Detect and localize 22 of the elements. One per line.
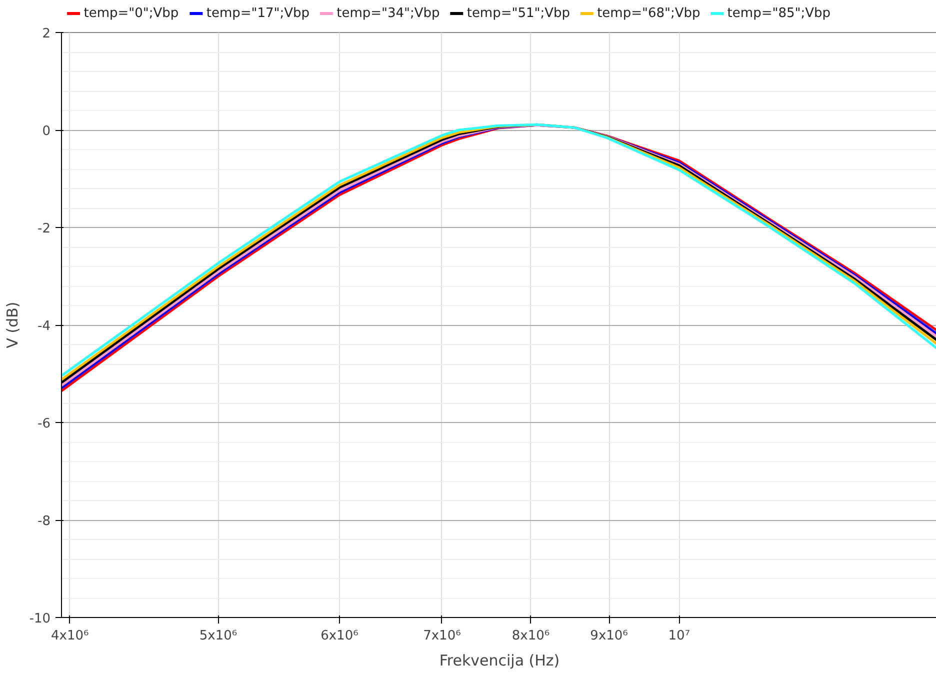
y-tick-label: -8 (38, 514, 51, 529)
y-tick-label: -6 (38, 416, 51, 432)
x-tick-label: 6x10⁶ (320, 628, 358, 644)
legend-label: temp="0";Vbp (84, 6, 179, 21)
legend-label: temp="34";Vbp (336, 6, 440, 21)
y-tick-label: -2 (38, 222, 51, 236)
y-tick-label: -10 (29, 612, 50, 626)
y-tick-label: -4 (38, 319, 51, 334)
x-tick-label: 7x10⁶ (423, 628, 461, 644)
legend-label: temp="68";Vbp (597, 6, 700, 21)
x-tick-label: 4x10⁶ (51, 628, 89, 644)
x-axis-title: Frekvencija (Hz) (439, 652, 560, 670)
legend-label: temp="51";Vbp (466, 6, 570, 21)
y-axis-title: V (dB) (3, 302, 22, 348)
legend-label: temp="85";Vbp (727, 6, 830, 21)
y-tick-label: 0 (42, 124, 51, 139)
y-tick-label: 2 (42, 26, 51, 42)
x-tick-label: 5x10⁶ (199, 628, 238, 644)
x-tick-label: 8x10⁶ (512, 628, 550, 644)
x-tick-label: 9x10⁶ (590, 628, 628, 644)
legend-label: temp="17";Vbp (206, 6, 310, 21)
x-tick-label: 10⁷ (668, 628, 690, 644)
